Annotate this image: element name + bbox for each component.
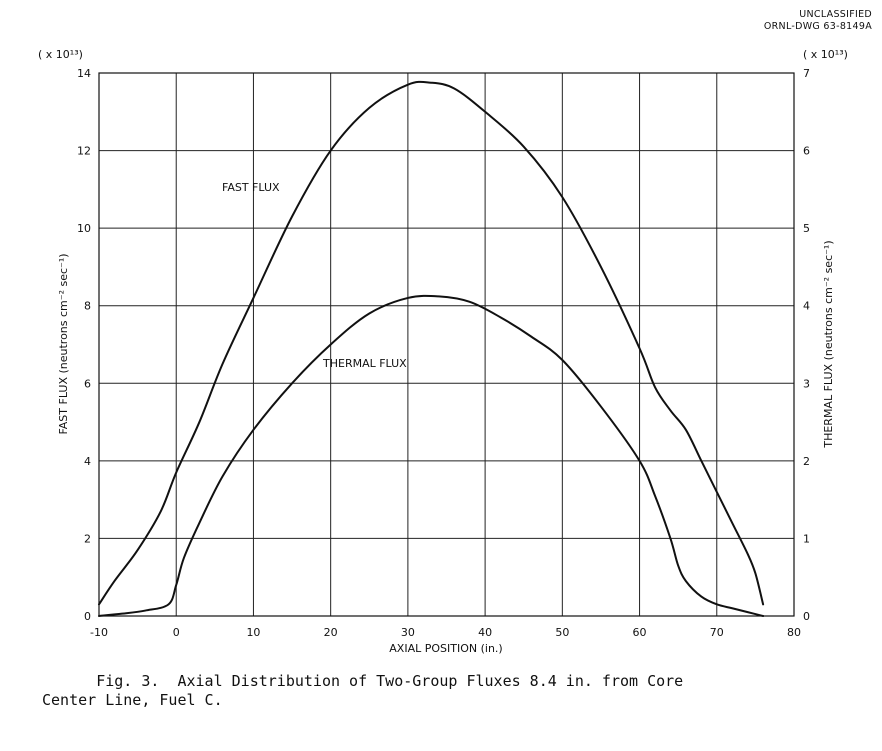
figure-caption: Fig. 3. Axial Distribution of Two-Group … <box>42 672 684 709</box>
left-tick-label: 2 <box>84 532 91 545</box>
right-tick-label: 0 <box>803 610 810 623</box>
right-tick-label: 2 <box>803 455 810 468</box>
x-tick-label: 40 <box>478 626 492 639</box>
left-tick-label: 6 <box>84 377 91 390</box>
fast-flux-line <box>98 80 765 606</box>
x-tick-label: 0 <box>173 626 180 639</box>
left-axis-multiplier: ( x 10¹³) <box>38 48 83 61</box>
left-tick-label: 4 <box>84 455 91 468</box>
right-tick-label: 3 <box>803 377 810 390</box>
x-tick-label: 70 <box>710 626 724 639</box>
left-tick-label: 0 <box>84 610 91 623</box>
x-tick-label: 20 <box>324 626 338 639</box>
right-tick-label: 6 <box>803 145 810 158</box>
right-axis-label: THERMAL FLUX (neutrons cm⁻² sec⁻¹) <box>822 240 835 448</box>
x-axis-label: AXIAL POSITION (in.) <box>389 642 502 655</box>
x-tick-label: 10 <box>246 626 260 639</box>
classification-label: UNCLASSIFIED <box>799 9 872 20</box>
x-tick-labels: -10 0 10 20 30 40 50 60 70 80 <box>90 626 801 639</box>
left-tick-label: 14 <box>77 67 91 80</box>
x-tick-label: 60 <box>633 626 647 639</box>
x-tick-label: 80 <box>787 626 801 639</box>
right-tick-labels: 0 1 2 3 4 5 6 7 <box>803 67 810 623</box>
x-tick-label: -10 <box>90 626 108 639</box>
left-tick-label: 10 <box>77 222 91 235</box>
left-axis-label: FAST FLUX (neutrons cm⁻² sec⁻¹) <box>57 253 70 434</box>
thermal-flux-annotation: THERMAL FLUX <box>322 357 407 370</box>
right-tick-label: 4 <box>803 300 810 313</box>
right-tick-label: 5 <box>803 222 810 235</box>
x-tick-label: 50 <box>555 626 569 639</box>
left-tick-label: 12 <box>77 145 91 158</box>
x-tick-label: 30 <box>401 626 415 639</box>
plot-frame <box>98 72 795 617</box>
series-lines <box>98 80 765 617</box>
right-tick-label: 7 <box>803 67 810 80</box>
left-tick-label: 8 <box>84 300 91 313</box>
grid-lines <box>98 72 795 617</box>
left-tick-labels: 0 2 4 6 8 10 12 14 <box>77 67 91 623</box>
right-tick-label: 1 <box>803 532 810 545</box>
fast-flux-annotation: FAST FLUX <box>222 181 280 194</box>
drawing-number-label: ORNL-DWG 63-8149A <box>764 21 872 32</box>
thermal-flux-line <box>98 294 765 617</box>
right-axis-multiplier: ( x 10¹³) <box>803 48 848 61</box>
